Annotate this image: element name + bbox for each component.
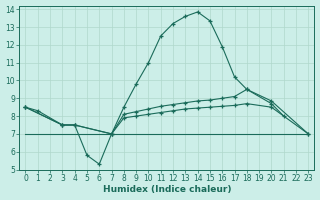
X-axis label: Humidex (Indice chaleur): Humidex (Indice chaleur)	[103, 185, 231, 194]
